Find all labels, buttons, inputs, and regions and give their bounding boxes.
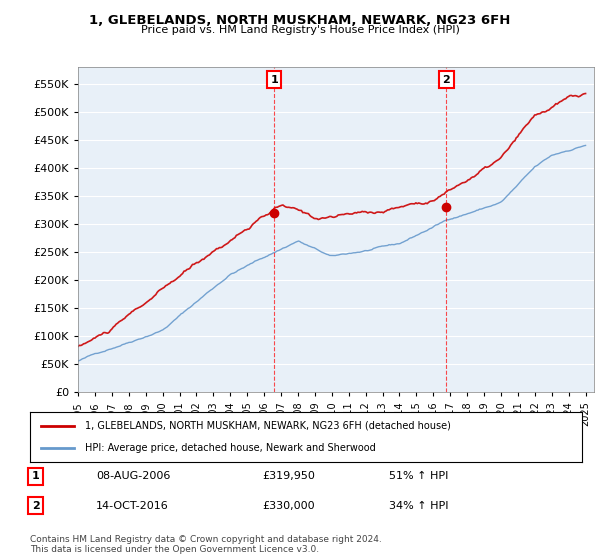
Text: 08-AUG-2006: 08-AUG-2006 (96, 471, 170, 481)
Text: Contains HM Land Registry data © Crown copyright and database right 2024.
This d: Contains HM Land Registry data © Crown c… (30, 535, 382, 554)
Text: 51% ↑ HPI: 51% ↑ HPI (389, 471, 448, 481)
Text: 1: 1 (271, 74, 278, 85)
Text: 14-OCT-2016: 14-OCT-2016 (96, 501, 169, 511)
Text: 2: 2 (443, 74, 451, 85)
Text: 2: 2 (32, 501, 40, 511)
Text: 1, GLEBELANDS, NORTH MUSKHAM, NEWARK, NG23 6FH (detached house): 1, GLEBELANDS, NORTH MUSKHAM, NEWARK, NG… (85, 421, 451, 431)
Text: £319,950: £319,950 (262, 471, 315, 481)
Text: Price paid vs. HM Land Registry's House Price Index (HPI): Price paid vs. HM Land Registry's House … (140, 25, 460, 35)
Text: £330,000: £330,000 (262, 501, 314, 511)
Text: 1: 1 (32, 471, 40, 481)
Text: HPI: Average price, detached house, Newark and Sherwood: HPI: Average price, detached house, Newa… (85, 443, 376, 453)
Text: 34% ↑ HPI: 34% ↑ HPI (389, 501, 448, 511)
Text: 1, GLEBELANDS, NORTH MUSKHAM, NEWARK, NG23 6FH: 1, GLEBELANDS, NORTH MUSKHAM, NEWARK, NG… (89, 14, 511, 27)
